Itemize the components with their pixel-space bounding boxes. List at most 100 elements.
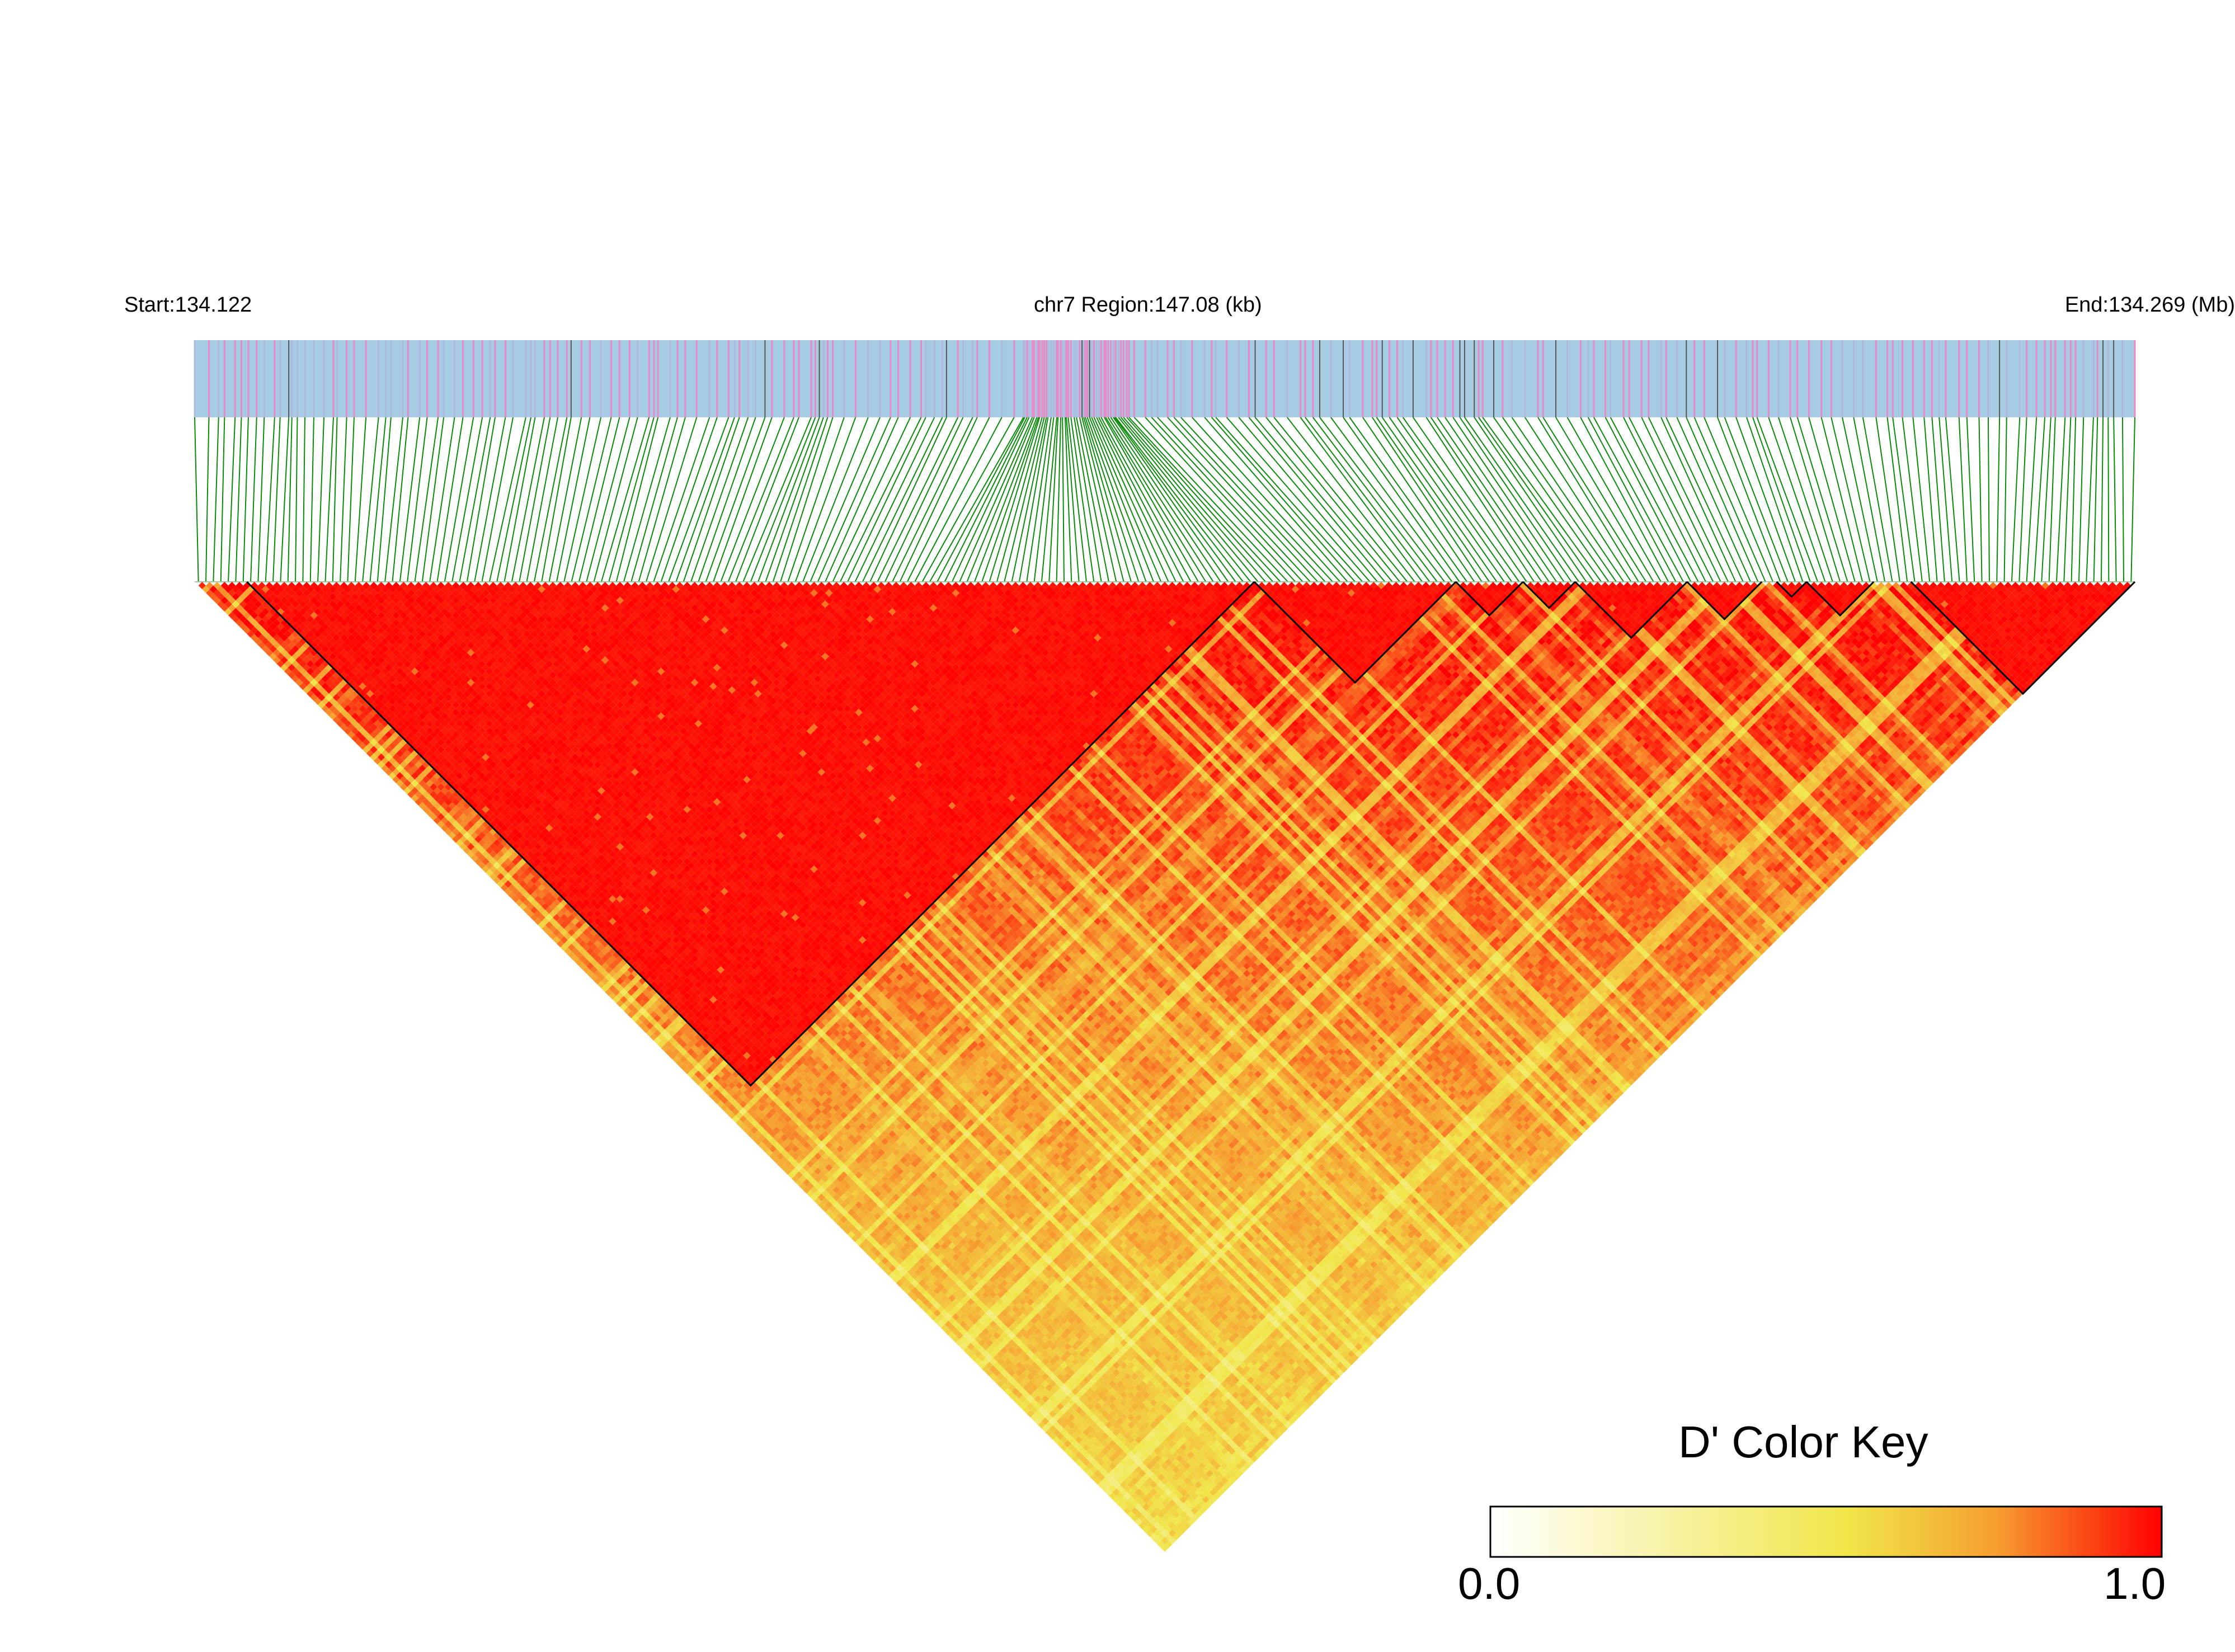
snp-connector [1686, 417, 1758, 582]
snp-connector [333, 417, 337, 582]
snp-connector [505, 417, 535, 582]
snp-connector [1959, 417, 1967, 582]
snp-connector [2005, 417, 2007, 582]
snp-connector [1097, 417, 1176, 582]
snp-connector [325, 417, 333, 582]
snp-connector [1580, 417, 1668, 582]
snp-connector [273, 417, 280, 582]
snp-connector [1525, 417, 1631, 582]
snp-connector [288, 417, 292, 582]
snp-connector [243, 417, 248, 582]
snp-connector [2027, 417, 2037, 582]
snp-connector [2057, 417, 2065, 582]
snp-connector [1377, 417, 1490, 582]
snp-connector [959, 417, 1032, 582]
snp-connector [877, 417, 958, 582]
snp-connector [773, 417, 828, 582]
snp-connector [631, 417, 677, 582]
snp-connector [1903, 417, 1922, 582]
snp-connector [1932, 417, 1944, 582]
snp-connector [743, 417, 811, 582]
snp-connector [676, 417, 735, 582]
snp-connector [452, 417, 482, 582]
snp-connector [1320, 417, 1444, 582]
snp-connector [1091, 417, 1161, 582]
snp-connector [1239, 417, 1377, 582]
snp-connector [698, 417, 755, 582]
snp-connector [213, 417, 218, 582]
snp-connector [885, 417, 963, 582]
snp-connector [1946, 417, 1960, 582]
snp-connector [1939, 417, 1952, 582]
snp-connector [415, 417, 438, 582]
snp-connector [2019, 417, 2026, 582]
snp-connector [318, 417, 324, 582]
snp-connector [1913, 417, 1930, 582]
snp-connector [1997, 417, 1999, 582]
snp-connector [1624, 417, 1706, 582]
snp-connector [1641, 417, 1720, 582]
snp-connector [1494, 417, 1609, 582]
snp-connector [280, 417, 289, 582]
snp-connector [1174, 417, 1325, 582]
snp-connector [1479, 417, 1594, 582]
snp-connector [2064, 417, 2071, 582]
snp-connector [490, 417, 526, 582]
snp-connector [997, 417, 1042, 582]
snp-connector [549, 417, 582, 582]
snp-connector [2101, 417, 2103, 582]
snp-connector [832, 417, 910, 582]
snp-connector [1116, 417, 1243, 582]
snp-connector [221, 417, 225, 582]
snp-connector [355, 417, 366, 582]
snp-connector [2114, 417, 2116, 582]
snp-connector [206, 417, 209, 582]
snp-connector [1460, 417, 1571, 582]
snp-connector [1123, 417, 1265, 582]
snp-connector [251, 417, 257, 582]
snp-track-background [195, 340, 2135, 417]
snp-connector [2012, 417, 2020, 582]
snp-connector [1503, 417, 1616, 582]
snp-connector [706, 417, 765, 582]
snp-connector [1114, 417, 1235, 582]
snp-connector [295, 417, 297, 582]
snp-connector [1831, 417, 1870, 582]
snp-connector [1151, 417, 1302, 582]
snp-connector [1718, 417, 1780, 582]
snp-connector [347, 417, 354, 582]
snp-connector [1790, 417, 1840, 582]
snp-connector [1087, 417, 1146, 582]
snp-position-track [195, 340, 2135, 417]
snp-connector [2131, 417, 2135, 582]
snp-connector [1798, 417, 1848, 582]
snp-connector [1192, 417, 1340, 582]
snp-connector [1967, 417, 1975, 582]
snp-connector [2072, 417, 2076, 582]
snp-connector [519, 417, 550, 582]
snp-connector [892, 417, 973, 582]
snp-connector [1127, 417, 1273, 582]
snp-connector [2079, 417, 2083, 582]
snp-connector [564, 417, 601, 582]
snp-connector [1543, 417, 1646, 582]
snp-connector [713, 417, 772, 582]
snp-connector [1704, 417, 1773, 582]
snp-connector [684, 417, 740, 582]
snp-connector [1822, 417, 1862, 582]
snp-connector [303, 417, 305, 582]
snp-connector [2108, 417, 2109, 582]
snp-connector [728, 417, 794, 582]
snp-connector [1158, 417, 1310, 582]
snp-connector [1768, 417, 1825, 582]
snp-connector [236, 417, 241, 582]
snp-connector [1924, 417, 1937, 582]
snp-connector [1979, 417, 1982, 582]
snp-connector [2123, 417, 2124, 582]
snp-connector [482, 417, 513, 582]
snp-connector [542, 417, 571, 582]
snp-connector [497, 417, 531, 582]
snp-connector [228, 417, 235, 582]
snp-connector [810, 417, 880, 582]
